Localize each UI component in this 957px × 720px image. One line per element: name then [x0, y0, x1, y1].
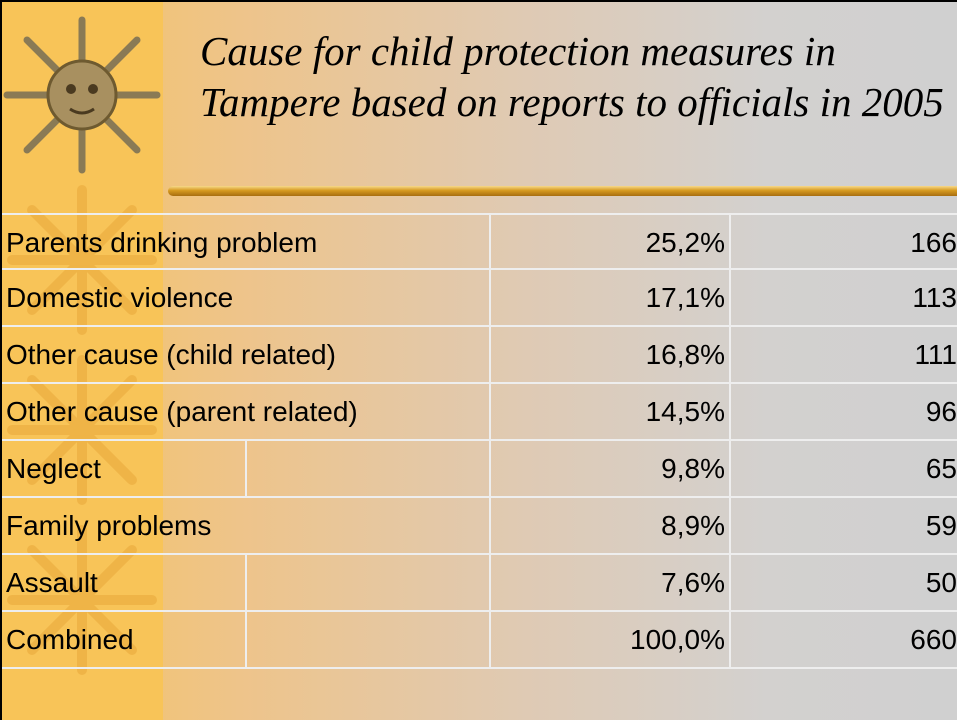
count-cell: 111	[914, 339, 957, 370]
slide-title: Cause for child protection measures in T…	[200, 28, 944, 125]
table-row: Neglect 9,8% 65	[0, 441, 957, 498]
table-row: Parents drinking problem 25,2% 166	[0, 213, 957, 270]
data-table: Parents drinking problem 25,2% 166 Domestic…	[0, 213, 957, 669]
percent-cell: 9,8%	[661, 453, 725, 484]
cell-divider	[729, 555, 731, 610]
cell-divider	[489, 215, 491, 270]
row-label: Neglect	[6, 453, 101, 484]
cell-divider	[245, 555, 247, 610]
cell-divider	[729, 270, 731, 325]
percent-cell: 16,8%	[645, 339, 725, 370]
row-label: Other cause (child related)	[6, 339, 336, 370]
cell-divider	[489, 612, 491, 667]
cell-divider	[729, 215, 731, 270]
count-cell: 166	[910, 227, 957, 258]
percent-cell: 7,6%	[661, 567, 725, 598]
row-label: Domestic violence	[6, 282, 234, 313]
cell-divider	[729, 384, 731, 439]
count-cell: 50	[925, 567, 957, 598]
row-label: Parents drinking problem	[6, 227, 318, 258]
cell-divider	[729, 327, 731, 382]
percent-cell: 17,1%	[645, 282, 725, 313]
cell-divider	[489, 498, 491, 553]
cell-divider	[489, 555, 491, 610]
count-cell: 96	[925, 396, 957, 427]
table-row: Assault 7,6% 50	[0, 555, 957, 612]
cell-divider	[729, 441, 731, 496]
cell-divider	[729, 612, 731, 667]
percent-cell: 14,5%	[645, 396, 725, 427]
count-cell: 660	[910, 624, 957, 655]
cell-divider	[245, 612, 247, 667]
cell-divider	[489, 384, 491, 439]
cell-divider	[489, 270, 491, 325]
title-rule	[168, 186, 957, 196]
table-row: Other cause (child related) 16,8% 111	[0, 327, 957, 384]
cell-divider	[489, 327, 491, 382]
row-label: Combined	[6, 624, 134, 655]
count-cell: 113	[912, 282, 957, 313]
cell-divider	[489, 441, 491, 496]
percent-cell: 25,2%	[645, 227, 725, 258]
table-row: Family problems 8,9% 59	[0, 498, 957, 555]
row-label: Assault	[6, 567, 98, 598]
table-row: Other cause (parent related) 14,5% 96	[0, 384, 957, 441]
cell-divider	[729, 498, 731, 553]
percent-cell: 100,0%	[630, 624, 725, 655]
percent-cell: 8,9%	[661, 510, 725, 541]
table-row: Domestic violence 17,1% 113	[0, 270, 957, 327]
cell-divider	[245, 441, 247, 496]
table-row: Combined 100,0% 660	[0, 612, 957, 669]
count-cell: 65	[925, 453, 957, 484]
count-cell: 59	[925, 510, 957, 541]
row-label: Family problems	[6, 510, 212, 541]
row-label: Other cause (parent related)	[6, 396, 358, 427]
